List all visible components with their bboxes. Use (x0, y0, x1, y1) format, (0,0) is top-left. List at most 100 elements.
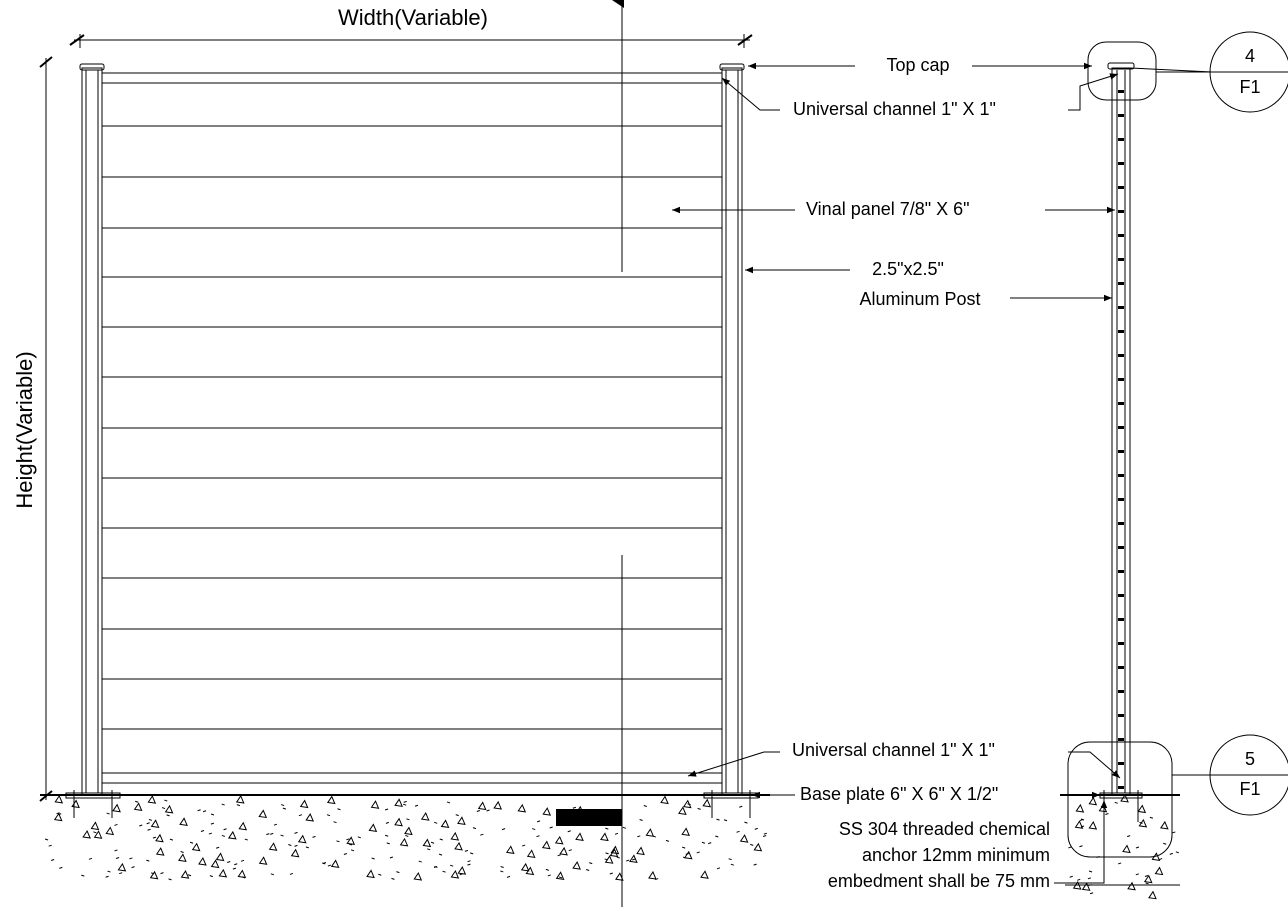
aggregate (632, 858, 636, 861)
aggregate (730, 863, 734, 866)
aggregate (348, 843, 353, 846)
aggregate (636, 846, 645, 856)
aggregate (459, 873, 463, 876)
aggregate (575, 832, 584, 841)
aggregate (1087, 877, 1092, 880)
aggregate (133, 802, 143, 812)
aggregate (414, 804, 419, 807)
aggregate (117, 862, 127, 872)
aggregate (240, 859, 245, 862)
aggregate (223, 828, 227, 831)
aggregate (312, 835, 316, 838)
aggregate (198, 856, 207, 866)
aggregate (697, 807, 701, 810)
aggregate (396, 871, 400, 874)
aggregate (218, 868, 228, 878)
post-slot (1118, 498, 1124, 501)
aggregate (572, 806, 577, 809)
aggregate (210, 822, 215, 825)
aggregate (648, 870, 657, 880)
panels (102, 72, 722, 784)
post-slot (1118, 402, 1124, 405)
post-slot (1118, 666, 1124, 669)
post-slot (1118, 90, 1124, 93)
aggregate (146, 859, 150, 862)
aggregate (1154, 866, 1164, 876)
aggregate (618, 812, 622, 815)
aggregate (536, 820, 541, 823)
aggregate (1137, 804, 1147, 814)
aggregate (166, 814, 170, 817)
aggregate (434, 821, 438, 824)
right-post (719, 63, 745, 796)
aggregate (270, 832, 274, 835)
aggregate (56, 812, 60, 815)
aggregate (294, 844, 298, 847)
aggregate (290, 848, 300, 858)
aggregate (357, 836, 361, 839)
aggregate (391, 877, 395, 880)
aggregate (476, 809, 480, 812)
aggregate (454, 841, 463, 851)
aggregate (506, 875, 511, 878)
aggregate (289, 872, 294, 875)
aggregate (609, 848, 619, 858)
aggregate (433, 866, 438, 868)
aggregate (227, 830, 237, 840)
aggregate (542, 807, 552, 816)
aggregate (270, 873, 275, 876)
aggregate (605, 852, 609, 855)
aggregate (135, 800, 139, 803)
aggregate (547, 874, 551, 877)
aggregate (1079, 819, 1084, 822)
aggregate (616, 856, 620, 859)
aggregate (464, 849, 469, 852)
aggregate (88, 857, 93, 860)
label: SS 304 threaded chemical (839, 819, 1050, 839)
aggregate (189, 841, 194, 844)
aggregate (209, 875, 213, 878)
aggregate (288, 844, 292, 846)
aggregate (600, 832, 609, 842)
aggregate (378, 873, 382, 876)
aggregate (615, 872, 624, 881)
aggregate (152, 836, 157, 839)
aggregate (221, 834, 226, 837)
height-label: Height(Variable) (12, 351, 37, 508)
aggregate (200, 830, 205, 832)
aggregate (739, 805, 743, 808)
aggregate (327, 864, 332, 867)
aggregate (241, 876, 246, 879)
aggregate (280, 834, 284, 837)
aggregate (500, 870, 504, 873)
aggregate (558, 876, 563, 879)
aggregate (114, 823, 118, 826)
aggregate (81, 874, 85, 877)
aggregate (1158, 858, 1163, 861)
post-slot (1118, 234, 1124, 237)
aggregate (1148, 890, 1157, 900)
aggregate (90, 821, 100, 831)
aggregate (273, 823, 278, 826)
aggregate (744, 821, 748, 824)
aggregate (442, 870, 446, 873)
aggregate (723, 819, 728, 822)
aggregate (160, 872, 164, 875)
post-slot (1118, 138, 1124, 141)
aggregate (450, 831, 460, 841)
aggregate (702, 798, 712, 808)
aggregate (389, 856, 394, 859)
post-slot (1118, 162, 1124, 165)
post-slot (1118, 762, 1124, 765)
post-slot (1118, 594, 1124, 597)
aggregate (146, 822, 150, 825)
aggregate (326, 795, 336, 805)
aggregate (227, 861, 231, 863)
aggregate (105, 826, 115, 836)
aggregate (221, 803, 225, 806)
post-slot (1118, 354, 1124, 357)
aggregate (131, 866, 135, 869)
aggregate (114, 849, 118, 852)
post-slot (1118, 522, 1124, 525)
post-slot (1118, 282, 1124, 285)
